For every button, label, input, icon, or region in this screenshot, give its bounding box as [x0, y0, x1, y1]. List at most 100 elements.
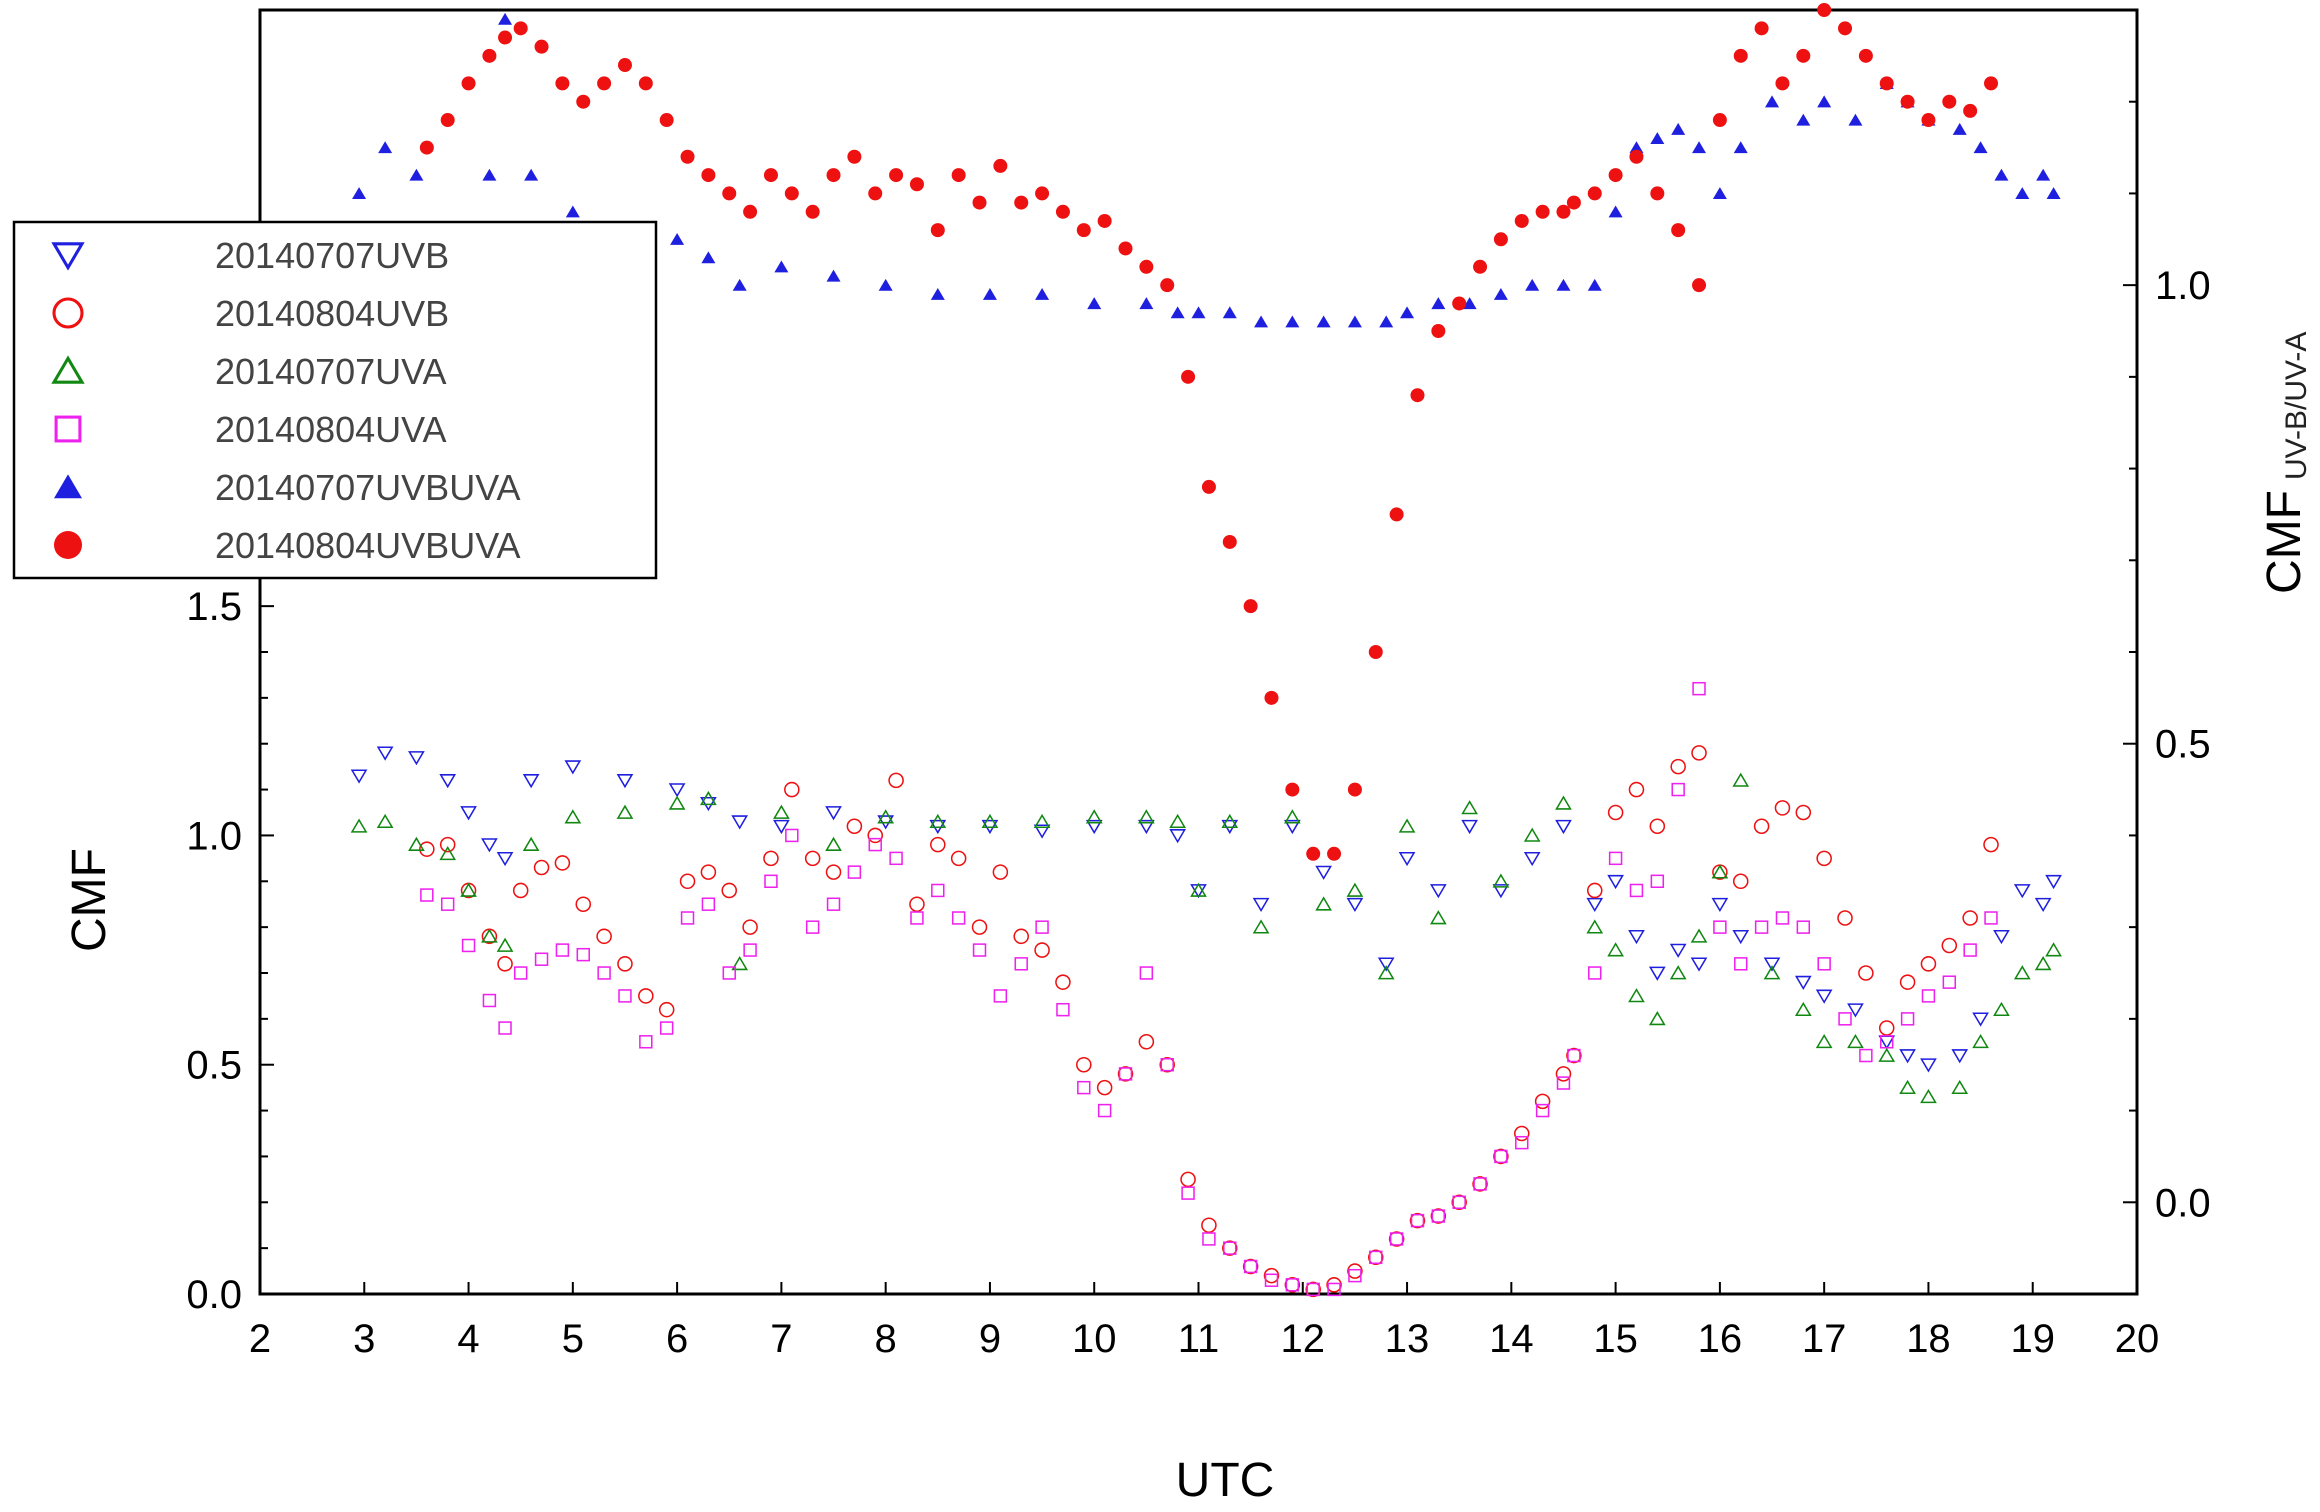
data-point [2034, 897, 2052, 913]
x-tick-label: 19 [2010, 1317, 2055, 1361]
data-point [1190, 882, 1207, 897]
right-y-axis-title: CMF UV-B/UV-A [2258, 332, 2313, 594]
data-point [774, 260, 789, 273]
data-point [1327, 846, 1342, 861]
data-point [930, 288, 945, 300]
data-point [565, 205, 580, 218]
data-point [1252, 897, 1270, 913]
data-point [1586, 919, 1604, 934]
data-point [1794, 1001, 1812, 1017]
data-point [1775, 76, 1790, 91]
data-point [1692, 141, 1707, 154]
x-axis: 2 3 4 5 6 7 8 9 10 11 12 13 14 15 16 17 18 19 20 [249, 1282, 2159, 1361]
data-point [1076, 223, 1091, 238]
data-point [1648, 1011, 1666, 1026]
data-point [1034, 942, 1050, 958]
data-point [1223, 1241, 1237, 1255]
data-point [951, 911, 966, 925]
data-point [1347, 782, 1362, 797]
data-point [1097, 213, 1112, 228]
data-point [1711, 897, 1729, 913]
data-point [731, 815, 749, 830]
data-point [1732, 772, 1750, 787]
data-point [597, 966, 611, 980]
data-point [1264, 690, 1279, 705]
data-point [1388, 1231, 1405, 1247]
data-point [440, 897, 455, 911]
data-point [668, 783, 686, 798]
data-point [1817, 957, 1831, 971]
data-point [564, 809, 582, 824]
data-point [460, 882, 477, 897]
data-point [1994, 168, 2009, 181]
data-point [1389, 1232, 1404, 1246]
data-point [743, 204, 758, 219]
data-point [1285, 1278, 1300, 1292]
data-point [1398, 818, 1416, 833]
data-point [1921, 113, 1936, 128]
data-point [524, 168, 539, 181]
data-point [2013, 965, 2031, 980]
data-point [1169, 813, 1186, 829]
data-point [1859, 1048, 1873, 1063]
data-point [1118, 1067, 1133, 1081]
data-point [1170, 306, 1185, 319]
data-point [1775, 911, 1790, 925]
data-point [1033, 813, 1051, 829]
data-point [2046, 187, 2061, 200]
data-point [1900, 1012, 1915, 1026]
data-point [700, 864, 717, 880]
data-point [1493, 288, 1508, 300]
data-point [1733, 141, 1748, 154]
data-point [1243, 599, 1258, 614]
data-point [1951, 1079, 1969, 1095]
data-point [679, 873, 696, 890]
data-point [1858, 48, 1873, 63]
data-point [847, 865, 862, 879]
data-point [1629, 883, 1644, 898]
data-point [616, 774, 634, 789]
data-point [1587, 278, 1602, 291]
data-point [596, 928, 612, 945]
data-point [764, 874, 778, 889]
legend-marker [54, 474, 82, 499]
data-point [1452, 1195, 1466, 1210]
data-point [1252, 919, 1270, 934]
data-point [1588, 966, 1602, 980]
data-point [461, 938, 476, 953]
data-point [804, 850, 821, 867]
data-point [1847, 1003, 1864, 1018]
data-point [1607, 804, 1624, 821]
data-point [1815, 1033, 1833, 1049]
data-point [1160, 1057, 1174, 1072]
data-point [1878, 1020, 1895, 1036]
data-point [1942, 94, 1957, 109]
data-point [1920, 1058, 1937, 1073]
data-point [419, 140, 434, 155]
data-point [376, 746, 394, 761]
data-point [1671, 223, 1686, 238]
data-point [889, 168, 904, 183]
legend-item: 20140707UVB [51, 235, 449, 276]
data-point [1347, 1263, 1363, 1279]
data-point [1117, 1066, 1134, 1082]
data-point [1452, 296, 1467, 311]
data-point [1972, 1012, 1989, 1027]
data-point [1222, 534, 1237, 549]
data-point [929, 813, 947, 829]
data-point [1377, 957, 1395, 972]
data-point [1242, 1258, 1259, 1275]
data-point [1523, 827, 1541, 842]
data-point [1796, 920, 1811, 934]
data-point [910, 911, 924, 925]
data-point [1566, 1047, 1582, 1064]
data-point [1669, 965, 1687, 980]
data-point [1628, 781, 1645, 798]
data-point [534, 39, 549, 54]
data-point [2045, 874, 2062, 890]
data-point [617, 58, 632, 73]
data-point [1159, 1056, 1175, 1073]
data-point [773, 804, 790, 819]
data-point [2036, 168, 2051, 181]
data-point [1608, 205, 1623, 218]
